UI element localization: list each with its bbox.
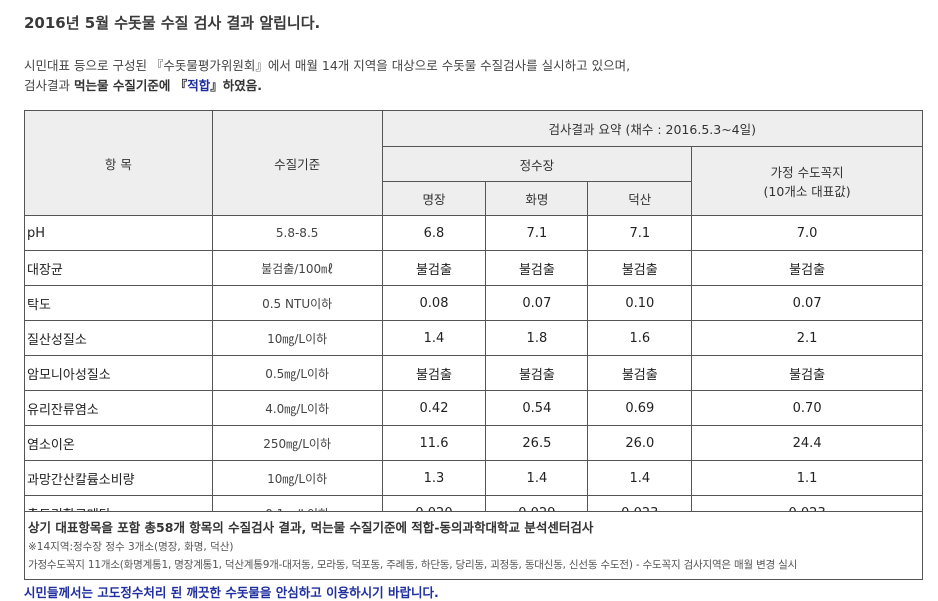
- row-item: 과망간산칼륨소비량: [24, 460, 213, 496]
- header-standard: 수질기준: [211, 110, 383, 216]
- table-row: 과망간산칼륨소비량 10㎎/L이하 1.3 1.4 1.4 1.1: [24, 460, 923, 496]
- note-plants: ※14지역:정수장 정수 3개소(명장, 화명, 덕산): [28, 541, 234, 553]
- row-value-plant-3: 1.6: [587, 320, 693, 356]
- row-value-plant-2: 0.54: [485, 390, 589, 426]
- row-value-plant-1: 6.8: [381, 215, 487, 251]
- intro-line-1: 시민대표 등으로 구성된 『수돗물평가위원회』에서 매월 14개 지역을 대상으…: [24, 58, 631, 73]
- row-value-tap: 1.1: [691, 460, 923, 496]
- row-value-plant-2: 불검출: [485, 250, 589, 286]
- row-value-plant-2: 1.8: [485, 320, 589, 356]
- page-title: 2016년 5월 수돗물 수질 검사 결과 알립니다.: [24, 14, 321, 32]
- row-value-plant-1: 0.08: [381, 285, 487, 321]
- table-row: 대장균 불검출/100㎖ 불검출 불검출 불검출 불검출: [24, 250, 923, 286]
- note-taps: 가정수도꼭지 11개소(화명계통1, 명장계통1, 덕산계통9개-대저동, 모라…: [28, 559, 798, 571]
- row-value-plant-2: 0.07: [485, 285, 589, 321]
- row-value-plant-3: 0.69: [587, 390, 693, 426]
- row-value-tap: 7.0: [691, 215, 923, 251]
- row-value-plant-2: 1.4: [485, 460, 589, 496]
- row-item: 유리잔류염소: [24, 390, 213, 426]
- row-value-tap: 24.4: [691, 425, 923, 461]
- row-value-plant-3: 불검출: [587, 355, 693, 391]
- row-standard: 0.5 NTU이하: [211, 285, 383, 321]
- row-value-plant-3: 불검출: [587, 250, 693, 286]
- intro-highlight-pass: 적합: [187, 78, 211, 93]
- row-value-plant-2: 불검출: [485, 355, 589, 391]
- header-plant-3: 덕산: [587, 181, 693, 216]
- header-row-3: 명장 화명 덕산: [25, 181, 923, 216]
- row-standard: 10㎎/L이하: [211, 320, 383, 356]
- row-item: 대장균: [24, 250, 213, 286]
- table-row: 암모니아성질소 0.5㎎/L이하 불검출 불검출 불검출 불검출: [24, 355, 923, 391]
- intro-line-2-start: 검사결과: [24, 78, 74, 93]
- header-tap-line-1: 가정 수도꼭지: [770, 165, 844, 180]
- row-value-plant-1: 불검출: [381, 355, 487, 391]
- notes-box: 상기 대표항목을 포함 총58개 항목의 수질검사 결과, 먹는물 수질기준에 …: [24, 511, 923, 580]
- row-value-tap: 0.70: [691, 390, 923, 426]
- row-item: 탁도: [24, 285, 213, 321]
- row-standard: 4.0㎎/L이하: [211, 390, 383, 426]
- row-value-plant-1: 11.6: [381, 425, 487, 461]
- table-row: 질산성질소 10㎎/L이하 1.4 1.8 1.6 2.1: [24, 320, 923, 356]
- row-standard: 0.5㎎/L이하: [211, 355, 383, 391]
- row-value-plant-3: 26.0: [587, 425, 693, 461]
- row-value-plant-2: 7.1: [485, 215, 589, 251]
- row-value-plant-1: 1.4: [381, 320, 487, 356]
- row-item: 염소이온: [24, 425, 213, 461]
- note-summary: 상기 대표항목을 포함 총58개 항목의 수질검사 결과, 먹는물 수질기준에 …: [28, 520, 594, 535]
- row-standard: 불검출/100㎖: [211, 250, 383, 286]
- water-quality-table: 항 목 수질기준 검사결과 요약 (채수 : 2016.5.3~4일) 정수장 …: [24, 110, 924, 531]
- intro-bracket-open: 『: [174, 78, 188, 93]
- table-row: pH 5.8-8.5 6.8 7.1 7.1 7.0: [24, 215, 923, 251]
- row-value-plant-1: 불검출: [381, 250, 487, 286]
- row-standard: 10㎎/L이하: [211, 460, 383, 496]
- table-row: 유리잔류염소 4.0㎎/L이하 0.42 0.54 0.69 0.70: [24, 390, 923, 426]
- row-value-plant-2: 26.5: [485, 425, 589, 461]
- header-row-2: 정수장 가정 수도꼭지 (10개소 대표값): [25, 146, 923, 216]
- row-standard: 250㎎/L이하: [211, 425, 383, 461]
- table-row: 탁도 0.5 NTU이하 0.08 0.07 0.10 0.07: [24, 285, 923, 321]
- table-row: 염소이온 250㎎/L이하 11.6 26.5 26.0 24.4: [24, 425, 923, 461]
- row-value-plant-1: 0.42: [381, 390, 487, 426]
- row-item: 암모니아성질소: [24, 355, 213, 391]
- row-value-plant-3: 0.10: [587, 285, 693, 321]
- table-body: pH 5.8-8.5 6.8 7.1 7.1 7.0 대장균 불검출/100㎖ 불검출 불검출 불검…: [24, 215, 923, 531]
- header-item: 항 목: [24, 110, 213, 216]
- row-standard: 5.8-8.5: [211, 215, 383, 251]
- row-item: pH: [24, 215, 213, 251]
- header-plant-2: 화명: [485, 181, 589, 216]
- header-tap: 가정 수도꼭지 (10개소 대표값): [691, 146, 923, 216]
- row-value-tap: 0.07: [691, 285, 923, 321]
- header-plant: 정수장: [381, 146, 693, 182]
- row-value-plant-3: 7.1: [587, 215, 693, 251]
- intro-line-2-end: 하였음.: [222, 78, 262, 93]
- row-item: 질산성질소: [24, 320, 213, 356]
- intro-bracket-close: 』: [210, 78, 223, 93]
- closing-message: 시민들께서는 고도정수처리 된 깨끗한 수돗물을 안심하고 이용하시기 바랍니다…: [24, 585, 439, 600]
- header-tap-line-2: (10개소 대표값): [763, 184, 851, 199]
- header-row-1: 항 목 수질기준 검사결과 요약 (채수 : 2016.5.3~4일): [24, 110, 924, 216]
- row-value-tap: 불검출: [691, 355, 923, 391]
- header-plant-1: 명장: [381, 181, 487, 216]
- intro-text: 시민대표 등으로 구성된 『수돗물평가위원회』에서 매월 14개 지역을 대상으…: [24, 56, 630, 96]
- row-value-tap: 2.1: [691, 320, 923, 356]
- row-value-plant-1: 1.3: [381, 460, 487, 496]
- header-summary: 검사결과 요약 (채수 : 2016.5.3~4일): [381, 110, 924, 147]
- intro-keyword: 먹는물 수질기준에: [73, 78, 175, 93]
- row-value-plant-3: 1.4: [587, 460, 693, 496]
- row-value-tap: 불검출: [691, 250, 923, 286]
- intro-line-2: 검사결과 먹는물 수질기준에 『적합』하였음.: [24, 76, 630, 96]
